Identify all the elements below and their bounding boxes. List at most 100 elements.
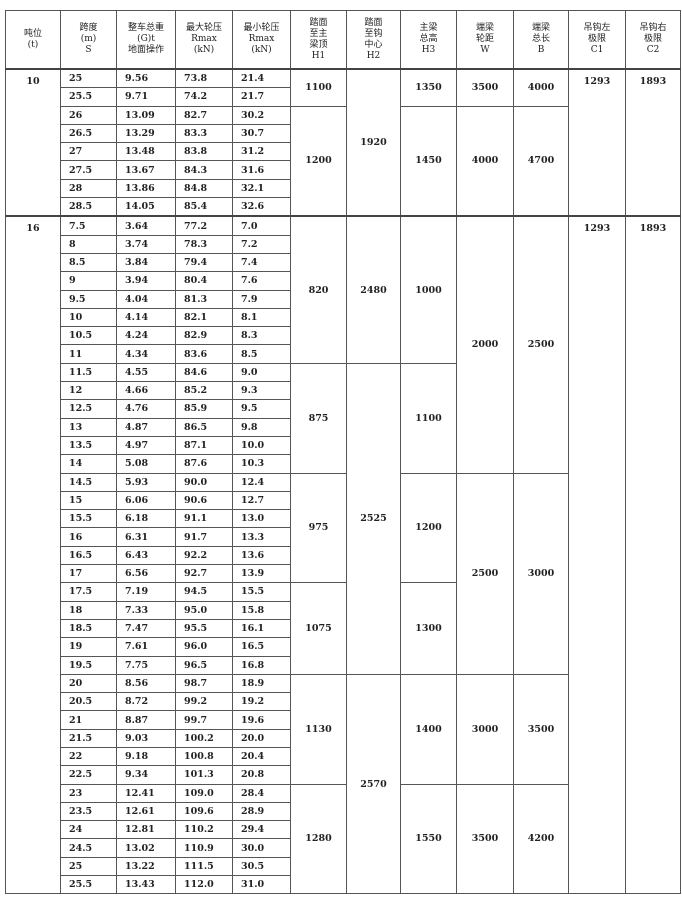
total-weight-cell: 13.43 bbox=[116, 875, 176, 895]
max-wheel-load-cell: 99.2 bbox=[175, 692, 233, 712]
max-wheel-load-cell: 99.7 bbox=[175, 710, 233, 730]
min-wheel-load-cell: 10.3 bbox=[232, 454, 291, 474]
min-wheel-load-cell: 12.4 bbox=[232, 472, 291, 492]
span-cell: 14 bbox=[60, 454, 117, 474]
min-wheel-load-cell: 9.3 bbox=[232, 381, 291, 401]
min-wheel-load-cell: 7.2 bbox=[232, 234, 291, 254]
span-cell: 12.5 bbox=[60, 399, 117, 419]
max-wheel-load-cell: 94.5 bbox=[175, 582, 233, 602]
min-wheel-load-cell: 13.9 bbox=[232, 564, 291, 584]
min-wheel-load-cell: 13.0 bbox=[232, 509, 291, 529]
table-row: 9.5 4.04 81.3 7.9 bbox=[6, 289, 681, 309]
h3-cell: 1000 bbox=[400, 215, 457, 364]
table-row: 11.5 4.55 84.6 9.0 875 2525 1100 bbox=[6, 362, 681, 675]
h3-cell: 1400 bbox=[400, 673, 457, 785]
header-c1: 吊钩左 极限 C1 bbox=[568, 10, 626, 70]
tonnage-cell: 16 bbox=[5, 215, 61, 895]
header-h2: 踏面 至钩 中心 H2 bbox=[346, 10, 401, 70]
min-wheel-load-cell: 32.6 bbox=[232, 197, 291, 217]
span-cell: 10 bbox=[60, 307, 117, 328]
total-weight-cell: 13.22 bbox=[116, 856, 176, 877]
span-cell: 10.5 bbox=[60, 326, 117, 346]
total-weight-cell: 4.34 bbox=[116, 344, 176, 364]
span-cell: 20 bbox=[60, 673, 117, 694]
min-wheel-load-cell: 28.9 bbox=[232, 801, 291, 822]
min-wheel-load-cell: 28.4 bbox=[232, 783, 291, 803]
min-wheel-load-cell: 29.4 bbox=[232, 820, 291, 840]
span-cell: 13.5 bbox=[60, 435, 117, 456]
min-wheel-load-cell: 16.8 bbox=[232, 655, 291, 675]
total-weight-cell: 12.81 bbox=[116, 820, 176, 840]
header-row: 吨位 (t) 跨度 (m) S 整车总重 (G)t 地面操作 最大轮压 Rmax… bbox=[5, 10, 681, 70]
min-wheel-load-cell: 30.5 bbox=[232, 856, 291, 877]
max-wheel-load-cell: 83.3 bbox=[175, 123, 233, 144]
min-wheel-load-cell: 21.7 bbox=[232, 87, 291, 107]
min-wheel-load-cell: 16.1 bbox=[232, 618, 291, 639]
max-wheel-load-cell: 95.0 bbox=[175, 600, 233, 620]
span-cell: 13 bbox=[60, 417, 117, 437]
b-cell: 4200 bbox=[513, 783, 569, 895]
max-wheel-load-cell: 85.4 bbox=[175, 197, 233, 217]
c1-cell: 1293 bbox=[568, 215, 626, 895]
total-weight-cell: 7.61 bbox=[116, 637, 176, 657]
total-weight-cell: 12.41 bbox=[116, 783, 176, 803]
min-wheel-load-cell: 10.0 bbox=[232, 435, 291, 456]
h2-cell: 2570 bbox=[346, 673, 401, 895]
min-wheel-load-cell: 15.8 bbox=[232, 600, 291, 620]
table-row: 19.5 7.75 96.5 16.8 bbox=[6, 655, 681, 675]
table-row: 24 12.81 110.2 29.4 bbox=[6, 820, 681, 840]
min-wheel-load-cell: 30.2 bbox=[232, 105, 291, 125]
span-cell: 21 bbox=[60, 710, 117, 730]
table-row: 14 5.08 87.6 10.3 bbox=[6, 454, 681, 474]
max-wheel-load-cell: 82.1 bbox=[175, 307, 233, 328]
total-weight-cell: 6.43 bbox=[116, 545, 176, 566]
span-cell: 18 bbox=[60, 600, 117, 620]
table-row: 20.5 8.72 99.2 19.2 bbox=[6, 692, 681, 712]
total-weight-cell: 8.87 bbox=[116, 710, 176, 730]
h3-cell: 1100 bbox=[400, 362, 457, 474]
span-cell: 22 bbox=[60, 746, 117, 767]
span-cell: 25.5 bbox=[60, 87, 117, 107]
min-wheel-load-cell: 30.0 bbox=[232, 838, 291, 858]
table-row: 8.5 3.84 79.4 7.4 bbox=[6, 252, 681, 273]
span-cell: 27 bbox=[60, 142, 117, 162]
span-cell: 25 bbox=[60, 856, 117, 877]
table-row: 23 12.41 109.0 28.4 1280 1550 3500 4200 bbox=[6, 783, 681, 895]
span-cell: 28 bbox=[60, 178, 117, 199]
table-row: 16 7.5 3.64 77.2 7.0 820 2480 1000 2000 2500 1293 1… bbox=[5, 215, 681, 895]
header-w: 端梁 轮距 W bbox=[456, 10, 514, 70]
total-weight-cell: 4.04 bbox=[116, 289, 176, 309]
total-weight-cell: 5.08 bbox=[116, 454, 176, 474]
w-cell: 3500 bbox=[456, 783, 514, 895]
header-c2: 吊钩右 极限 C2 bbox=[625, 10, 681, 70]
span-cell: 19 bbox=[60, 637, 117, 657]
span-cell: 15 bbox=[60, 490, 117, 511]
max-wheel-load-cell: 92.7 bbox=[175, 564, 233, 584]
max-wheel-load-cell: 98.7 bbox=[175, 673, 233, 694]
min-wheel-load-cell: 7.9 bbox=[232, 289, 291, 309]
max-wheel-load-cell: 82.7 bbox=[175, 105, 233, 125]
max-wheel-load-cell: 83.8 bbox=[175, 142, 233, 162]
total-weight-cell: 7.19 bbox=[116, 582, 176, 602]
total-weight-cell: 13.29 bbox=[116, 123, 176, 144]
h2-cell: 2525 bbox=[346, 362, 401, 675]
header-max-wheel-load: 最大轮压 Rmax (kN) bbox=[175, 10, 233, 70]
span-cell: 16 bbox=[60, 527, 117, 547]
total-weight-cell: 9.56 bbox=[116, 68, 176, 89]
total-weight-cell: 6.18 bbox=[116, 509, 176, 529]
min-wheel-load-cell: 8.1 bbox=[232, 307, 291, 328]
max-wheel-load-cell: 110.9 bbox=[175, 838, 233, 858]
c2-cell: 1893 bbox=[625, 67, 681, 217]
span-cell: 27.5 bbox=[60, 160, 117, 180]
header-b: 端梁 总长 B bbox=[513, 10, 569, 70]
max-wheel-load-cell: 77.2 bbox=[175, 215, 233, 236]
header-min-wheel-load: 最小轮压 Rmax (kN) bbox=[232, 10, 291, 70]
w-cell: 4000 bbox=[456, 105, 514, 217]
table-row: 18 7.33 95.0 15.8 bbox=[6, 600, 681, 620]
w-cell: 3500 bbox=[456, 67, 514, 107]
h2-cell: 2480 bbox=[346, 215, 401, 364]
table-row: 13 4.87 86.5 9.8 bbox=[6, 417, 681, 437]
c1-cell: 1293 bbox=[568, 67, 626, 217]
min-wheel-load-cell: 7.0 bbox=[232, 215, 291, 236]
w-cell: 3000 bbox=[456, 673, 514, 785]
